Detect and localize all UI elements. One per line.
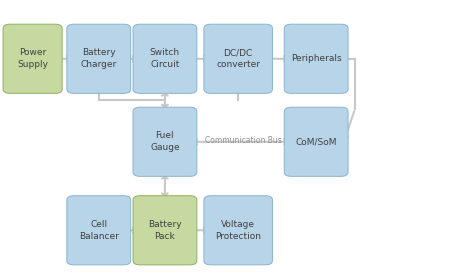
Text: Fuel
Gauge: Fuel Gauge: [150, 131, 180, 152]
FancyBboxPatch shape: [67, 196, 131, 265]
FancyBboxPatch shape: [133, 107, 197, 176]
FancyBboxPatch shape: [67, 24, 131, 93]
FancyBboxPatch shape: [204, 24, 273, 93]
Text: DC/DC
converter: DC/DC converter: [216, 48, 260, 69]
Text: Battery
Pack: Battery Pack: [148, 220, 182, 241]
Text: Power
Supply: Power Supply: [17, 48, 48, 69]
Text: Cell
Balancer: Cell Balancer: [79, 220, 118, 241]
Text: Peripherals: Peripherals: [291, 54, 341, 63]
FancyBboxPatch shape: [133, 196, 197, 265]
FancyBboxPatch shape: [284, 24, 348, 93]
FancyBboxPatch shape: [3, 24, 62, 93]
FancyBboxPatch shape: [204, 196, 273, 265]
Text: Communication Bus: Communication Bus: [205, 136, 282, 145]
Text: Battery
Charger: Battery Charger: [81, 48, 117, 69]
Text: Switch
Circuit: Switch Circuit: [150, 48, 180, 69]
FancyBboxPatch shape: [133, 24, 197, 93]
Text: CoM/SoM: CoM/SoM: [295, 137, 337, 146]
FancyBboxPatch shape: [284, 107, 348, 176]
Text: Voltage
Protection: Voltage Protection: [215, 220, 261, 241]
